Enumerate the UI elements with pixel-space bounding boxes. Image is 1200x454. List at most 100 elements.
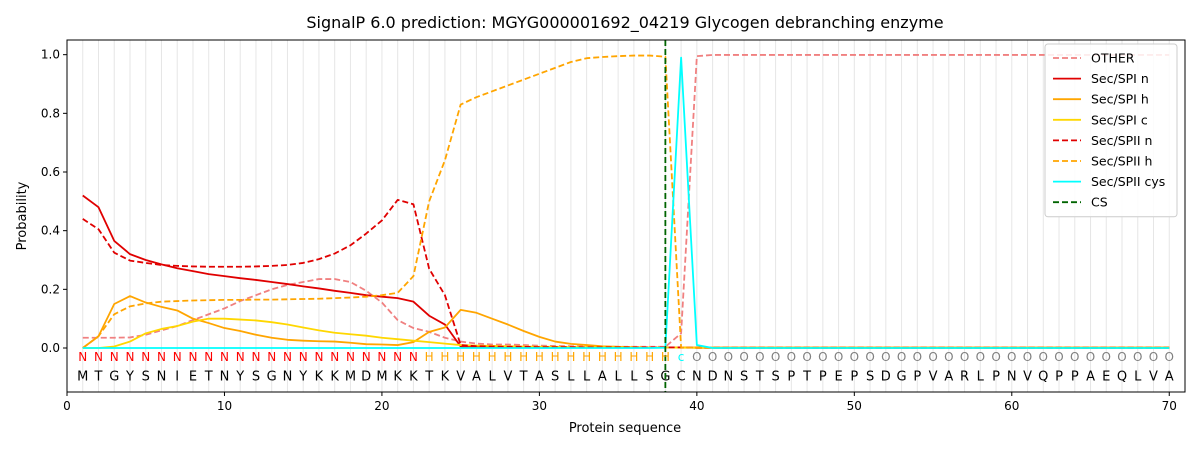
residue-label: G <box>109 369 119 384</box>
region-label: N <box>409 350 418 364</box>
region-label: O <box>865 350 874 364</box>
region-label: O <box>1007 350 1016 364</box>
residue-label: P <box>819 369 827 384</box>
residue-label: P <box>850 369 858 384</box>
residue-label: D <box>881 369 891 384</box>
residue-label: P <box>787 369 795 384</box>
region-label: N <box>283 350 292 364</box>
legend-label-sec-spii-h: Sec/SPII h <box>1091 154 1152 169</box>
residue-label: V <box>1023 369 1032 384</box>
region-label: N <box>330 350 339 364</box>
region-label: N <box>314 350 323 364</box>
region-label: O <box>818 350 827 364</box>
region-label: N <box>188 350 197 364</box>
region-label: N <box>299 350 308 364</box>
region-label: O <box>1165 350 1174 364</box>
region-label: N <box>110 350 119 364</box>
series-line-other <box>82 54 1170 348</box>
x-tick-label: 0 <box>63 399 71 413</box>
residue-label: P <box>992 369 1000 384</box>
region-label: O <box>1039 350 1048 364</box>
residue-label: A <box>472 369 481 384</box>
region-label: O <box>724 350 733 364</box>
residue-label: G <box>267 369 277 384</box>
residue-label: L <box>567 369 575 384</box>
residue-label: A <box>535 369 544 384</box>
y-tick-label: 0.2 <box>41 282 60 296</box>
region-label: O <box>755 350 764 364</box>
y-tick-label: 0.6 <box>41 165 60 179</box>
axes: 0 10 20 30 40 50 60 70 0.0 0.2 0.4 0.6 0.8 1.0 <box>41 48 1177 413</box>
region-label: N <box>267 350 276 364</box>
residue-label: V <box>929 369 938 384</box>
residue-label: L <box>977 369 985 384</box>
residue-label: L <box>630 369 638 384</box>
residue-label: Y <box>298 369 307 384</box>
region-label: H <box>566 350 575 364</box>
series-line-sec-spii-n <box>82 198 1170 349</box>
residue-label: V <box>503 369 512 384</box>
region-label: N <box>346 350 355 364</box>
residue-label: L <box>615 369 623 384</box>
residue-label: K <box>330 369 339 384</box>
residue-label: P <box>913 369 921 384</box>
residue-label: G <box>897 369 907 384</box>
region-label: H <box>661 350 670 364</box>
x-tick-label: 50 <box>847 399 862 413</box>
residue-label: A <box>944 369 953 384</box>
legend: OTHER Sec/SPI n Sec/SPI h Sec/SPI c Sec/SPII… <box>1044 43 1178 218</box>
residue-label: S <box>142 369 150 384</box>
residue-label: G <box>660 369 670 384</box>
x-tick-label: 40 <box>689 399 704 413</box>
residue-label: T <box>802 369 811 384</box>
residue-label: K <box>315 369 324 384</box>
region-label: N <box>377 350 386 364</box>
residue-label: Q <box>1117 369 1127 384</box>
region-label: O <box>692 350 701 364</box>
sequence-labels: NMNTNGNYNSNNNINENTNNNYNSNGNNNYNKNKNMNDNM… <box>77 350 1174 384</box>
region-label: H <box>519 350 528 364</box>
residue-label: D <box>708 369 718 384</box>
region-label: H <box>582 350 591 364</box>
residue-label: Q <box>1038 369 1048 384</box>
region-label: O <box>708 350 717 364</box>
x-tick-label: 10 <box>217 399 232 413</box>
residue-label: S <box>645 369 653 384</box>
region-label: O <box>944 350 953 364</box>
legend-label-other: OTHER <box>1091 51 1135 66</box>
legend-box <box>1044 43 1178 218</box>
y-tick-label: 0.0 <box>41 341 60 355</box>
x-tick-label: 30 <box>532 399 547 413</box>
x-tick-label: 70 <box>1162 399 1177 413</box>
residue-label: S <box>551 369 559 384</box>
legend-label-sec-spii-n: Sec/SPII n <box>1091 133 1152 148</box>
region-label: O <box>1133 350 1142 364</box>
region-label: N <box>251 350 260 364</box>
region-label: N <box>362 350 371 364</box>
region-label: O <box>850 350 859 364</box>
legend-label-cs: CS <box>1091 195 1108 210</box>
residue-label: N <box>220 369 230 384</box>
region-label: H <box>551 350 560 364</box>
region-label: N <box>94 350 103 364</box>
grid-lines <box>82 40 1170 392</box>
region-label: O <box>1102 350 1111 364</box>
region-label: N <box>141 350 150 364</box>
region-label: H <box>488 350 497 364</box>
residue-label: S <box>252 369 260 384</box>
region-label: O <box>960 350 969 364</box>
region-label: N <box>204 350 213 364</box>
legend-label-sec-spi-n: Sec/SPI n <box>1091 71 1149 86</box>
residue-label: E <box>1102 369 1110 384</box>
series-line-sec-spii-h <box>82 54 1170 349</box>
residue-label: R <box>960 369 969 384</box>
residue-label: N <box>692 369 702 384</box>
region-label: H <box>598 350 607 364</box>
region-label: H <box>440 350 449 364</box>
residue-label: A <box>598 369 607 384</box>
y-tick-label: 0.4 <box>41 224 60 238</box>
residue-label: M <box>77 369 88 384</box>
region-label: N <box>236 350 245 364</box>
residue-label: K <box>393 369 402 384</box>
